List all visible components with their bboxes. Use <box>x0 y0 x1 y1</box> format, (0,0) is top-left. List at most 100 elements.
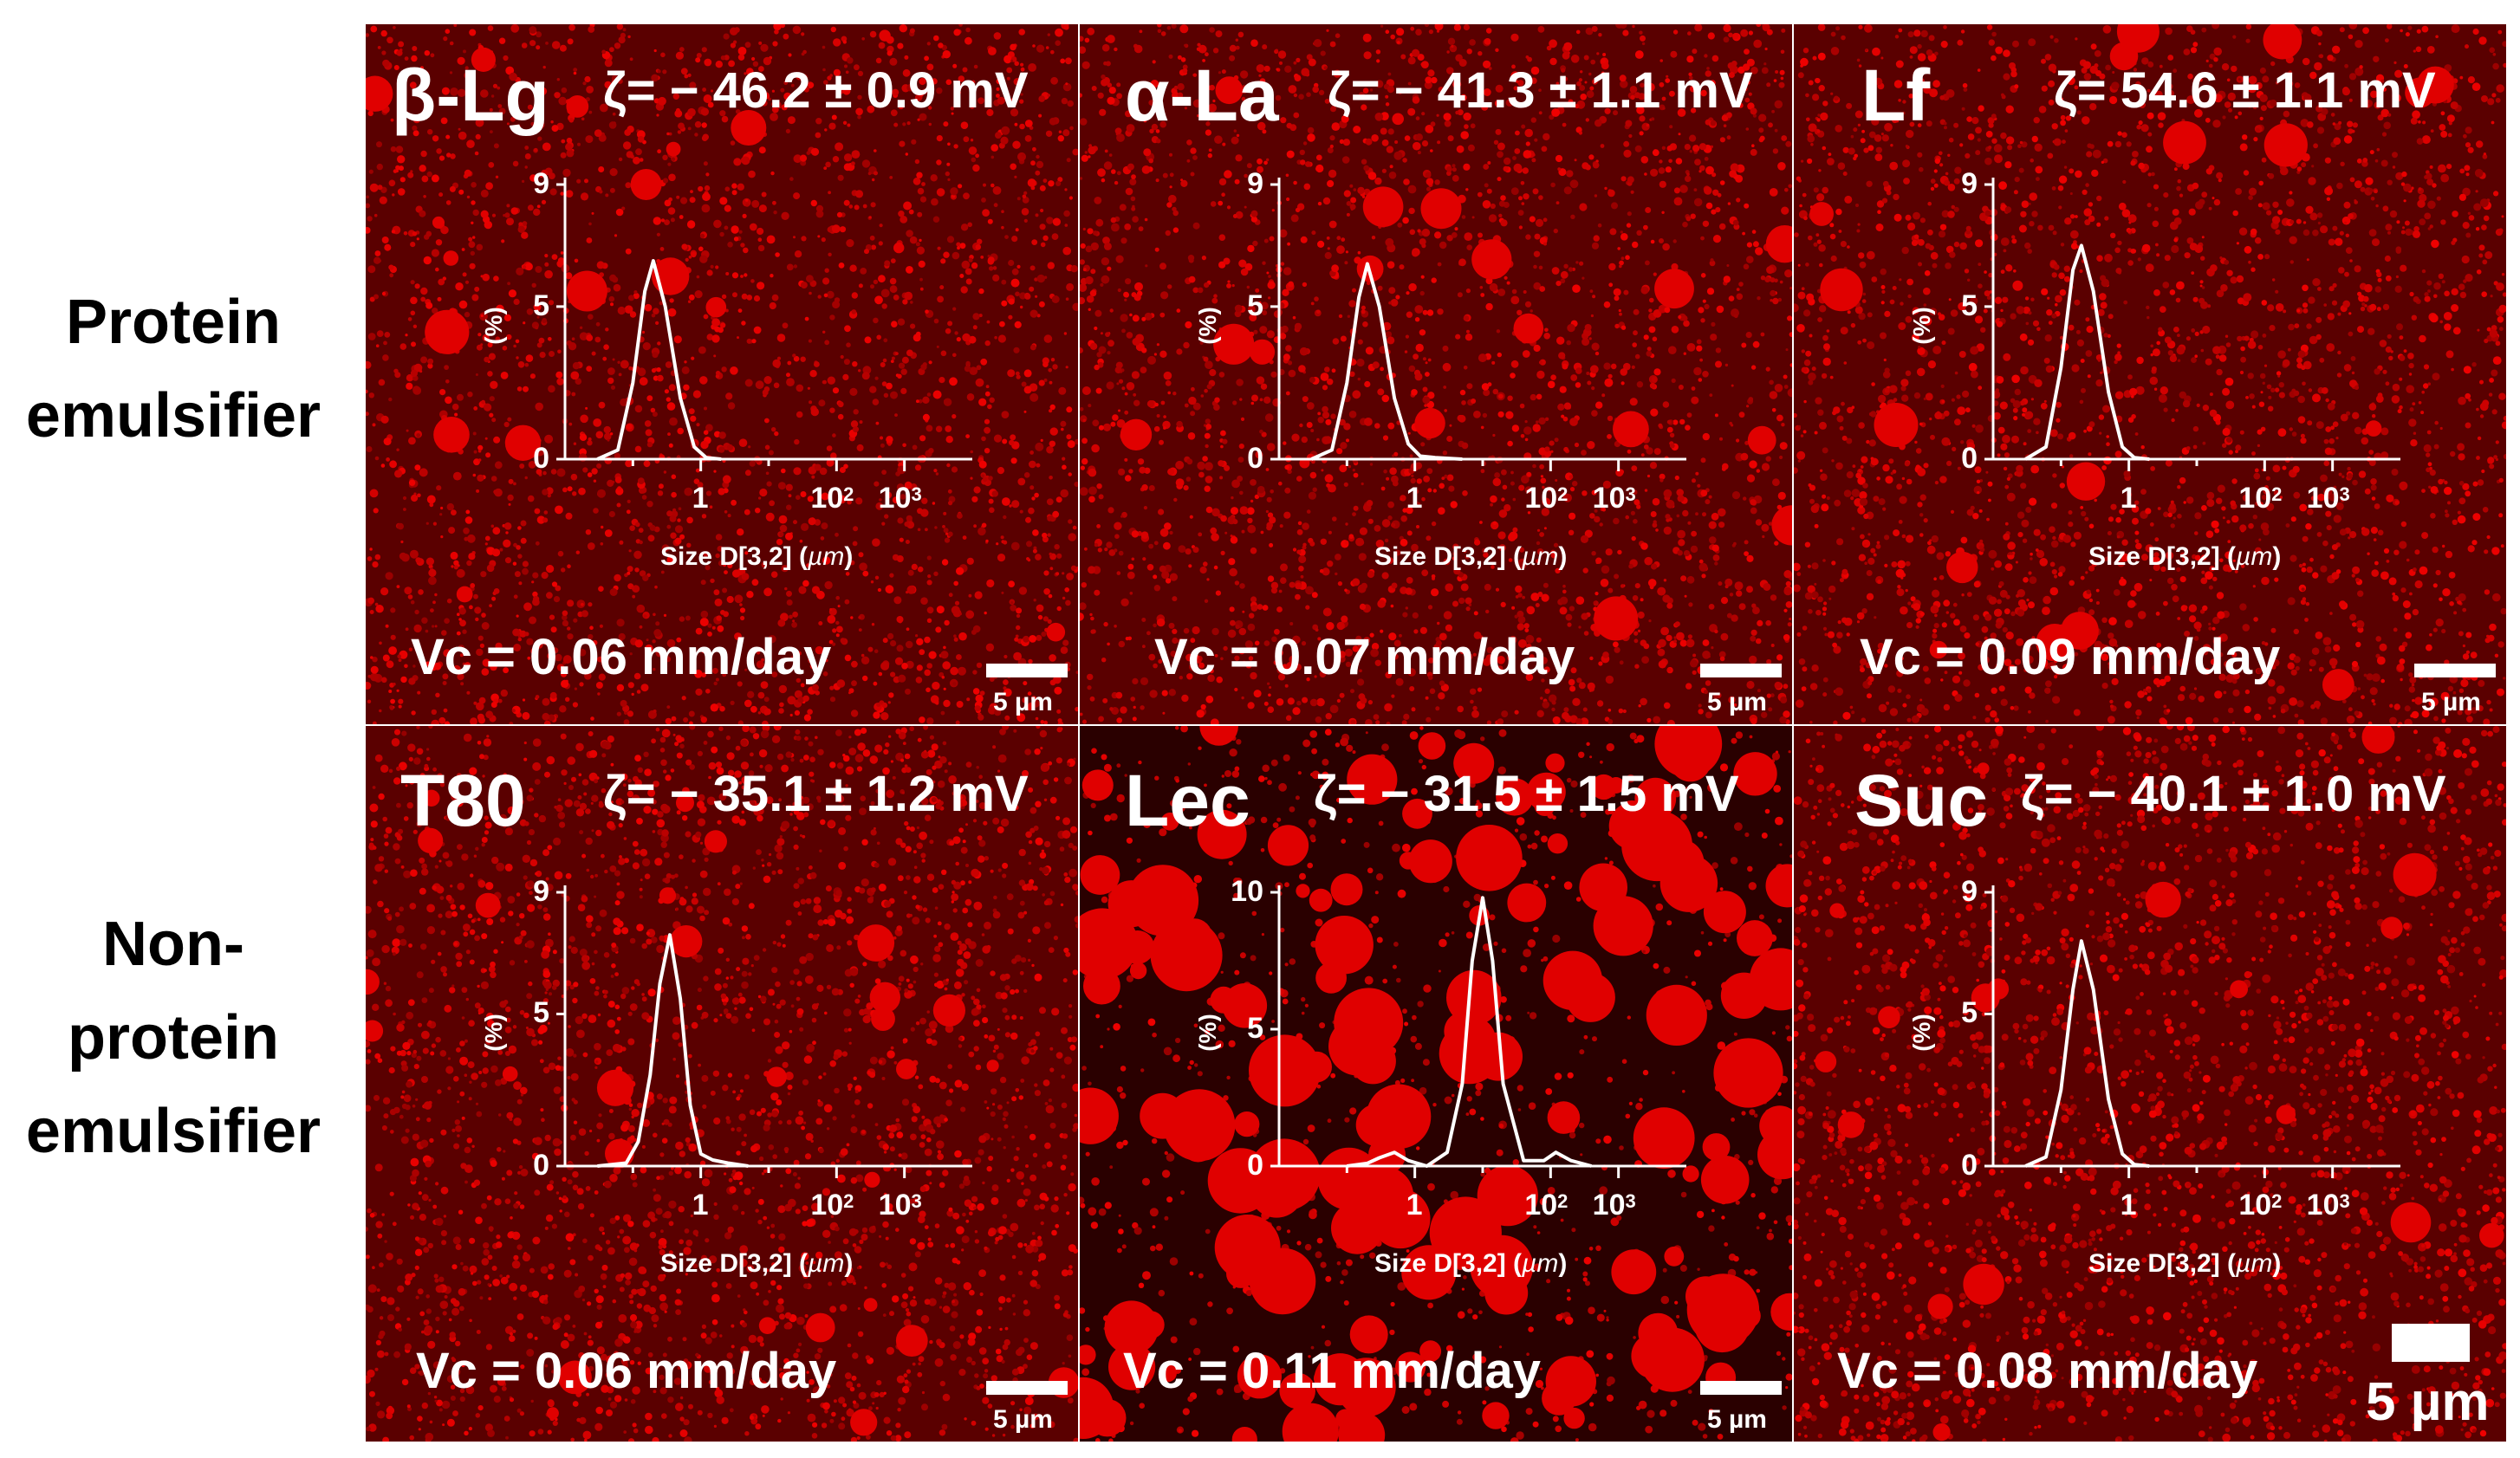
droplet <box>536 342 542 348</box>
droplet <box>1726 112 1732 119</box>
droplet <box>1133 392 1137 397</box>
droplet <box>1567 622 1572 627</box>
droplet <box>620 700 627 707</box>
droplet <box>1331 122 1341 131</box>
droplet <box>1627 211 1632 217</box>
droplet <box>1702 512 1706 517</box>
droplet <box>1492 477 1502 487</box>
droplet <box>1133 705 1136 710</box>
droplet <box>1765 456 1771 462</box>
droplet <box>1685 175 1692 183</box>
droplet <box>491 596 497 601</box>
droplet <box>1718 223 1726 230</box>
droplet <box>1080 46 1087 54</box>
droplet <box>1118 640 1126 648</box>
droplet <box>724 308 729 313</box>
droplet <box>737 336 739 340</box>
droplet <box>1501 469 1507 476</box>
droplet <box>763 376 772 385</box>
droplet <box>809 291 812 295</box>
droplet <box>1387 557 1394 564</box>
droplet <box>671 474 677 480</box>
droplet <box>1175 460 1185 470</box>
droplet <box>530 647 538 655</box>
droplet <box>796 677 801 684</box>
droplet <box>517 526 522 530</box>
droplet <box>1165 380 1172 386</box>
droplet <box>1001 591 1004 594</box>
droplet <box>431 174 439 183</box>
droplet <box>622 28 627 32</box>
droplet <box>932 216 940 223</box>
droplet <box>1396 420 1401 425</box>
droplet <box>538 89 542 94</box>
row-label-protein-line1: Protein <box>65 288 282 357</box>
droplet <box>965 278 972 285</box>
droplet <box>480 189 489 198</box>
droplet <box>1090 269 1096 275</box>
droplet <box>1636 230 1642 236</box>
droplet <box>457 673 464 681</box>
droplet <box>1362 321 1368 327</box>
droplet <box>1143 506 1147 510</box>
droplet <box>637 367 646 377</box>
droplet <box>1305 605 1310 610</box>
droplet <box>1029 309 1038 318</box>
droplet <box>439 513 443 516</box>
droplet <box>595 431 604 439</box>
droplet <box>1047 262 1055 269</box>
droplet <box>829 608 833 611</box>
droplet <box>1178 638 1184 645</box>
droplet <box>785 128 790 133</box>
droplet <box>1532 188 1539 195</box>
droplet <box>696 275 700 279</box>
droplet <box>1695 471 1699 476</box>
droplet <box>1659 473 1666 480</box>
droplet <box>701 672 706 677</box>
droplet <box>1280 117 1287 124</box>
droplet <box>1336 698 1341 703</box>
droplet <box>1380 127 1387 135</box>
droplet <box>1702 639 1710 646</box>
droplet <box>1514 710 1519 715</box>
droplet <box>815 645 824 655</box>
droplet <box>1497 177 1502 182</box>
droplet <box>1575 596 1585 605</box>
droplet <box>366 411 369 417</box>
droplet <box>926 63 934 71</box>
droplet <box>1387 515 1393 521</box>
droplet <box>872 538 880 547</box>
droplet <box>438 192 444 198</box>
droplet <box>457 612 460 616</box>
droplet <box>484 535 490 541</box>
droplet <box>1704 157 1709 161</box>
droplet <box>1045 130 1053 137</box>
droplet <box>480 210 489 218</box>
droplet <box>902 122 906 126</box>
droplet <box>1224 464 1231 471</box>
droplet <box>1008 298 1015 305</box>
droplet <box>1463 24 1470 31</box>
droplet <box>1470 699 1474 704</box>
droplet <box>711 667 718 674</box>
droplet <box>886 382 893 390</box>
droplet <box>945 532 949 535</box>
droplet <box>1479 521 1483 524</box>
droplet <box>1746 58 1755 67</box>
droplet <box>783 92 792 100</box>
droplet <box>824 268 829 273</box>
droplet <box>494 488 503 497</box>
droplet <box>1774 384 1783 392</box>
droplet <box>1495 587 1500 592</box>
droplet <box>421 70 429 79</box>
droplet <box>837 87 845 94</box>
droplet <box>1212 99 1216 103</box>
droplet <box>1131 530 1140 538</box>
droplet <box>396 689 399 692</box>
droplet <box>578 487 586 496</box>
droplet <box>972 670 977 675</box>
droplet <box>709 505 713 509</box>
droplet <box>1361 159 1367 165</box>
droplet <box>1742 231 1745 236</box>
droplet <box>852 361 858 367</box>
